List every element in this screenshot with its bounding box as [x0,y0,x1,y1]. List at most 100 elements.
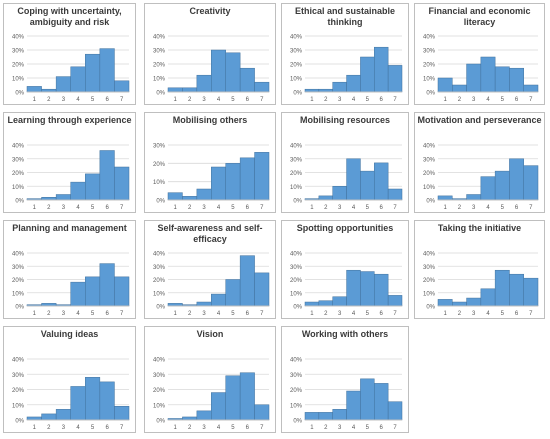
x-tick-label: 6 [246,425,250,431]
chart-panel: Vision 0% 10% 20% 30% 40% 1 2 3 4 5 6 7 [144,326,276,433]
x-tick-label: 1 [174,205,178,211]
chart-title: Working with others [301,329,389,339]
x-tick-label: 6 [105,311,109,317]
y-tick-label: 10% [153,180,166,186]
x-tick-label: 4 [352,205,356,211]
bar [318,412,333,421]
y-tick-label: 20% [423,278,436,284]
y-tick-label: 20% [290,171,303,177]
y-tick-label: 0% [15,419,24,425]
y-tick-label: 10% [12,403,25,409]
bar [114,406,130,421]
x-tick-label: 7 [393,425,397,431]
bar-chart: 0% 10% 20% 30% 40% 1 2 3 4 5 6 7 [12,35,130,103]
x-tick-label: 5 [501,205,505,211]
y-tick-label: 40% [153,252,166,258]
bar [211,49,226,93]
y-tick-label: 30% [153,144,166,150]
y-tick-label: 0% [293,419,302,425]
y-tick-label: 30% [12,373,25,379]
bar [239,157,255,201]
y-tick-label: 40% [12,144,25,150]
bar [346,269,361,307]
x-tick-label: 1 [310,311,314,317]
x-tick-label: 3 [338,311,342,317]
y-tick-label: 0% [15,91,24,97]
x-tick-label: 2 [458,311,462,317]
bar [509,158,524,201]
y-tick-label: 40% [12,252,25,258]
y-tick-label: 30% [153,265,166,271]
x-tick-label: 4 [76,205,80,211]
y-tick-label: 0% [426,91,435,97]
bar [114,276,130,307]
x-tick-label: 7 [260,205,264,211]
bar [509,273,524,307]
bar [494,170,510,201]
bar [332,81,347,93]
x-tick-label: 7 [260,97,264,103]
x-tick-label: 2 [324,97,328,103]
x-tick-label: 3 [62,205,66,211]
x-tick-label: 3 [338,425,342,431]
y-tick-label: 0% [293,305,302,311]
bar-chart: 0% 10% 20% 30% 40% 1 2 3 4 5 6 7 [423,252,539,317]
bar [509,67,524,93]
chart-panel: Mobilising resources 0% 10% 20% 30% 40% 1 2 3 4 5 6… [281,112,409,213]
y-tick-label: 10% [423,77,436,83]
x-tick-label: 5 [231,205,235,211]
y-tick-label: 20% [153,278,166,284]
chart-panel: Mobilising others 0% 10% 20% 30% 1 2 3 4 5 6 7 [144,112,276,213]
bar [332,186,347,201]
x-tick-label: 7 [120,97,124,103]
x-tick-label: 3 [472,97,476,103]
bar [196,410,212,421]
bar [387,401,403,421]
x-tick-label: 4 [217,311,221,317]
y-tick-label: 40% [153,358,166,364]
y-tick-label: 0% [15,199,24,205]
bar [55,409,71,421]
x-tick-label: 1 [174,97,178,103]
x-tick-label: 2 [188,311,192,317]
y-tick-label: 30% [290,373,303,379]
x-tick-label: 2 [188,425,192,431]
bar [387,295,403,307]
chart-panel: Financial and economic literacy 0% 10% 20% 3… [414,3,545,105]
x-tick-label: 1 [33,425,37,431]
y-tick-label: 0% [156,91,165,97]
x-tick-label: 7 [529,311,533,317]
x-tick-label: 4 [76,97,80,103]
y-tick-label: 10% [290,403,303,409]
bar [374,162,389,201]
bar [480,176,496,201]
chart-title: Learning through experience [7,115,132,125]
bar-chart: 0% 10% 20% 30% 40% 1 2 3 4 5 6 7 [290,358,403,431]
y-tick-label: 20% [153,63,166,69]
x-tick-label: 7 [260,425,264,431]
x-tick-label: 6 [246,205,250,211]
x-tick-label: 4 [76,311,80,317]
chart-panel: Learning through experience 0% 10% 20% 30% 40… [3,112,136,213]
bar [225,279,241,307]
y-tick-label: 40% [153,35,166,41]
chart-title: Financial and economic literacy [428,6,531,27]
x-tick-label: 1 [33,205,37,211]
bar [360,170,375,201]
bar-chart: 0% 10% 20% 30% 40% 1 2 3 4 5 6 7 [12,358,130,431]
y-tick-label: 30% [423,157,436,163]
x-tick-label: 6 [246,311,250,317]
y-tick-label: 30% [153,373,166,379]
bar [211,392,226,421]
bar [374,273,389,307]
x-tick-label: 4 [76,425,80,431]
y-tick-label: 0% [156,199,165,205]
bar [99,150,115,201]
chart-title: Mobilising resources [299,115,391,125]
bar-chart: 0% 10% 20% 30% 40% 1 2 3 4 5 6 7 [12,144,130,211]
y-tick-label: 40% [290,358,303,364]
x-tick-label: 7 [393,311,397,317]
bar [346,390,361,421]
x-tick-label: 1 [174,425,178,431]
bar [346,158,361,201]
